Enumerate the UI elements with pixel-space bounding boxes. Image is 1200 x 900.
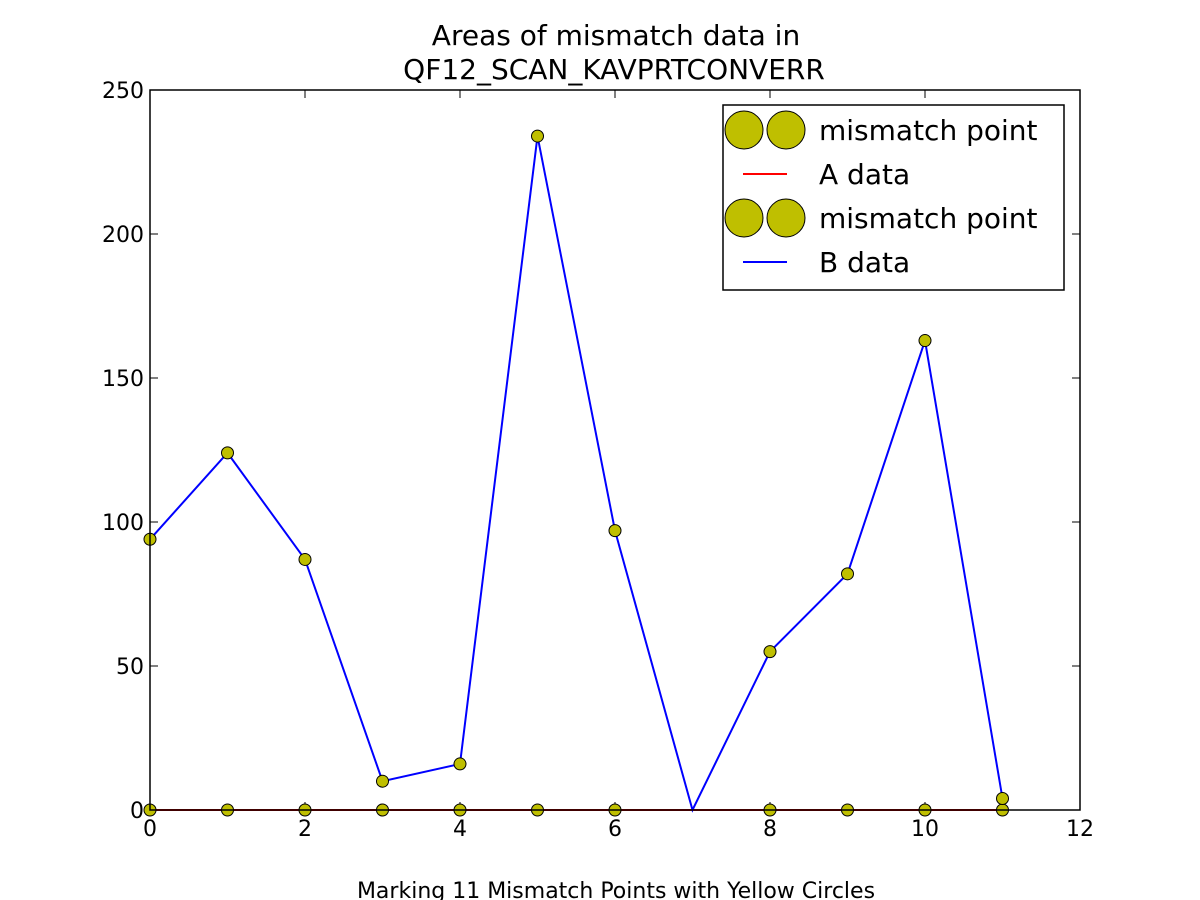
mismatch-point-b-data (918, 334, 932, 348)
axis-ticks: 0 2 4 6 8 10 12 0 50 100 150 200 250 (102, 79, 1094, 842)
legend-marker (724, 110, 764, 150)
x-tick-label: 6 (608, 817, 622, 842)
legend-marker (724, 198, 764, 238)
legend-marker (766, 110, 806, 150)
legend-label: A data (819, 158, 910, 191)
legend-label: mismatch point (819, 202, 1038, 235)
y-tick-label: 150 (102, 367, 144, 392)
mismatch-point-b-data (221, 446, 234, 460)
mismatch-point-b-data (841, 567, 854, 581)
mismatch-markers (143, 129, 1009, 817)
y-tick-label: 50 (116, 655, 144, 680)
y-tick-label: 0 (130, 799, 144, 824)
y-tick-label: 250 (102, 79, 144, 104)
x-tick-label: 0 (143, 817, 157, 842)
x-tick-label: 8 (763, 817, 777, 842)
x-tick-label: 2 (298, 817, 312, 842)
mismatch-point-b-data (763, 645, 777, 659)
chart-title-line1: Areas of mismatch data in (432, 19, 800, 52)
y-tick-label: 200 (102, 223, 144, 248)
mismatch-point-b-data (298, 552, 312, 566)
x-axis-label: Marking 11 Mismatch Points with Yellow C… (357, 879, 875, 900)
y-tick-label: 100 (102, 511, 144, 536)
mismatch-point-b-data (996, 791, 1009, 805)
mismatch-point-b-data (376, 774, 389, 788)
legend-label: B data (819, 246, 910, 279)
series-line-b-data (149, 135, 1004, 813)
plot-frame (149, 89, 1081, 811)
x-tick-label: 12 (1066, 817, 1094, 842)
legend-label: mismatch point (819, 114, 1038, 147)
chart-title-line2: QF12_SCAN_KAVPRTCONVERR (403, 53, 825, 86)
legend: mismatch point A data mismatch point B data (722, 104, 1065, 291)
legend-marker (766, 198, 806, 238)
mismatch-point-b-data (608, 524, 622, 538)
x-tick-label: 4 (453, 817, 467, 842)
x-tick-label: 10 (911, 817, 939, 842)
mismatch-point-b-data (453, 757, 467, 771)
mismatch-point-b-data (531, 129, 544, 143)
